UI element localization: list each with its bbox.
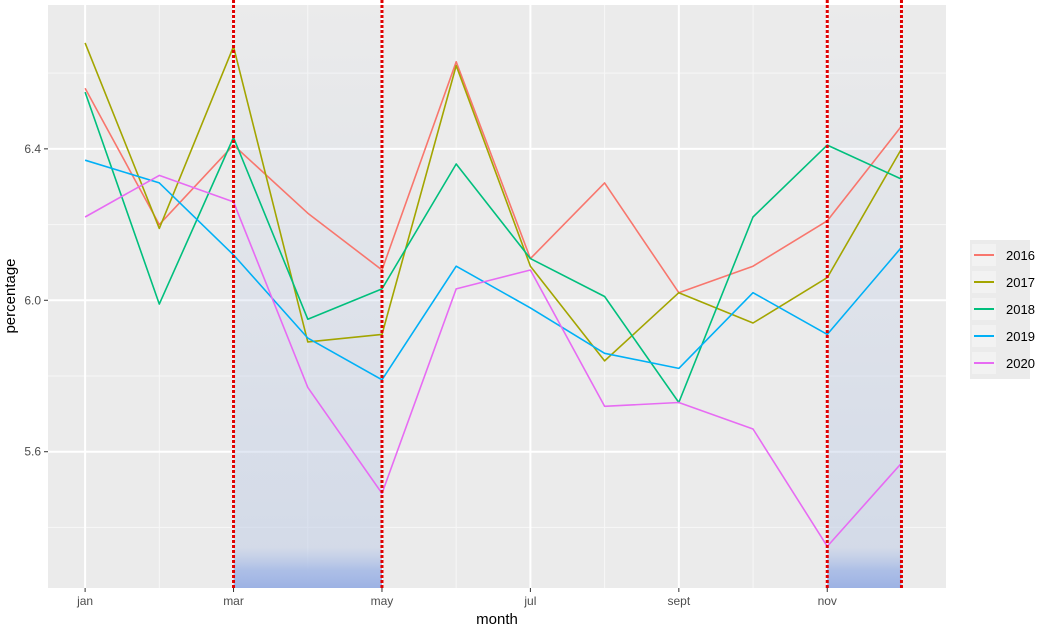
shaded-ranges [233, 5, 902, 588]
legend-label-2016: 2016 [1006, 248, 1035, 263]
legend: 2016 2017 2018 2019 2020 [970, 240, 1035, 379]
y-tick-label: 6.0 [24, 293, 41, 307]
series-line-2018 [84, 91, 902, 404]
x-tick-label: mar [223, 594, 244, 608]
shaded-range [827, 5, 902, 588]
y-tick-label: 5.6 [24, 445, 41, 459]
x-tick-label: jan [76, 594, 93, 608]
series-lines [84, 42, 903, 548]
x-tick-label: may [371, 594, 394, 608]
series-line-2017 [84, 42, 903, 362]
y-axis-title: percentage [2, 258, 19, 333]
legend-label-2018: 2018 [1006, 302, 1035, 317]
vertical-markers [232, 0, 903, 588]
shaded-range [233, 5, 382, 588]
legend-label-2019: 2019 [1006, 329, 1035, 344]
series-line-2016 [84, 60, 903, 294]
x-axis-title: month [476, 611, 518, 628]
x-tick-label: nov [818, 594, 837, 608]
x-tick-label: sept [667, 594, 690, 608]
y-axis-ticks: 5.6 6.0 6.4 [24, 142, 48, 459]
x-axis-ticks: jan mar may jul sept nov [76, 588, 837, 608]
series-line-2019 [84, 159, 903, 381]
legend-label-2017: 2017 [1006, 275, 1035, 290]
y-tick-label: 6.4 [24, 142, 41, 156]
x-tick-label: jul [523, 594, 536, 608]
series-line-2020 [84, 174, 903, 548]
plot-panel [48, 5, 946, 588]
legend-label-2020: 2020 [1006, 356, 1035, 371]
